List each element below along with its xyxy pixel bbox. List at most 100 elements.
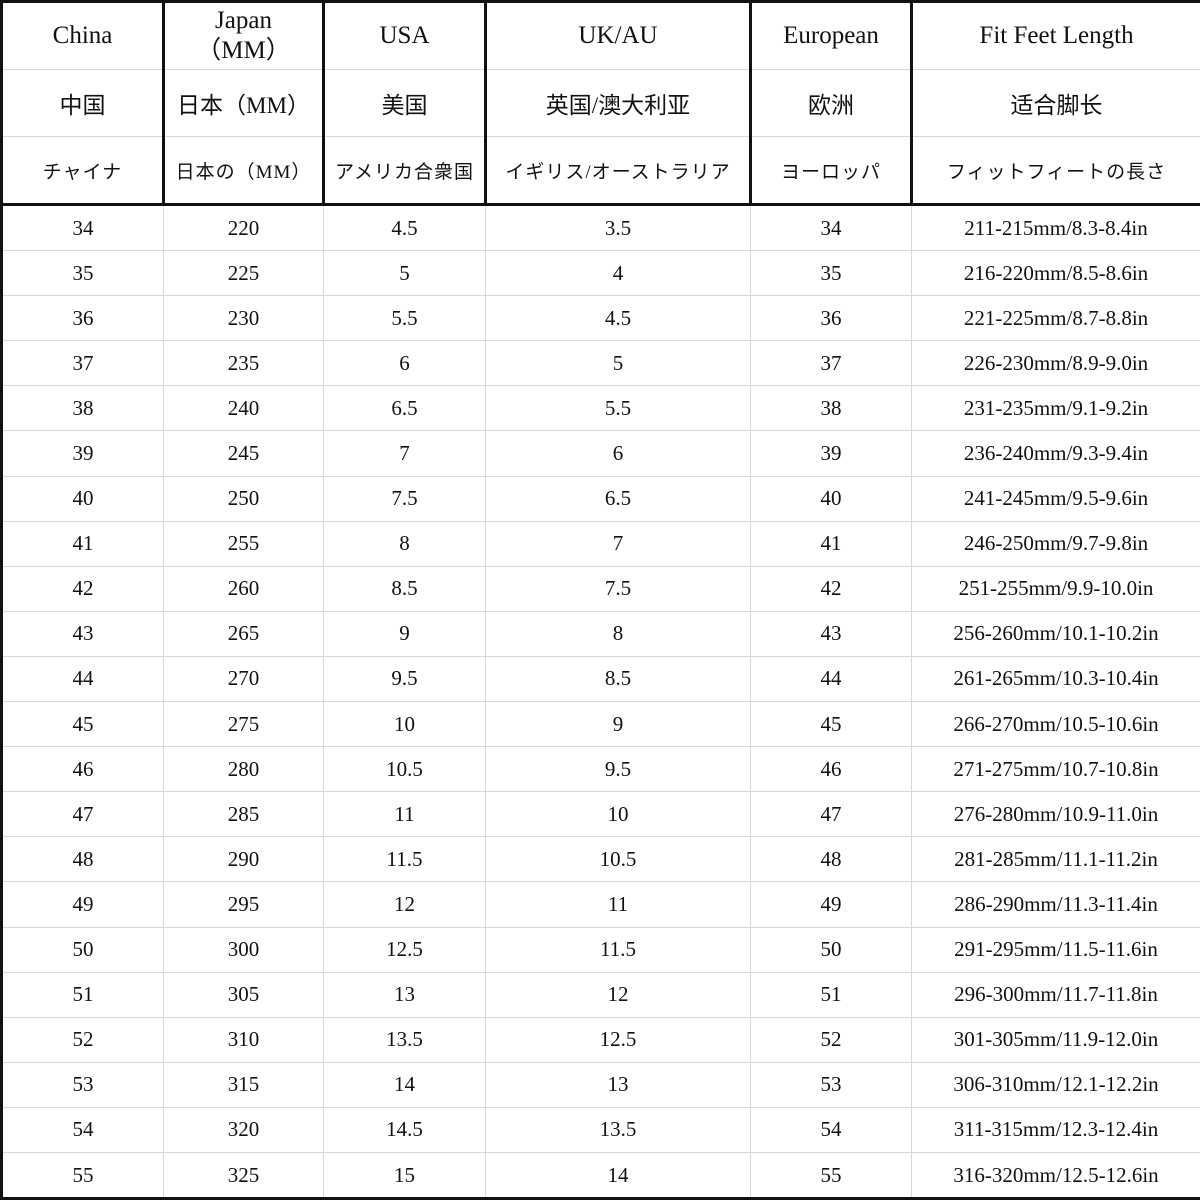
- cell-uk-au: 13: [485, 1061, 751, 1108]
- table-row: 35 225 5 4 35 216-220mm/8.5-8.6in: [0, 250, 1200, 297]
- cell-european: 50: [750, 926, 912, 973]
- cell-usa: 4.5: [323, 203, 486, 252]
- cell-european: 44: [750, 655, 912, 703]
- cell-japan: 260: [163, 565, 324, 612]
- cell-fit-feet-length: 276-280mm/10.9-11.0in: [911, 791, 1200, 838]
- cell-fit-feet-length: 211-215mm/8.3-8.4in: [911, 203, 1200, 252]
- cell-china: 52: [0, 1016, 164, 1063]
- header-row-japanese: チャイナ 日本の（MM） アメリカ合衆国 イギリス/オーストラリア ヨーロッパ フィットフ…: [0, 136, 1200, 206]
- cell-uk-au: 12.5: [485, 1016, 751, 1063]
- cell-japan: 315: [163, 1061, 324, 1108]
- cell-china: 48: [0, 836, 164, 883]
- cell-china: 44: [0, 655, 164, 703]
- header-japan-ja: 日本の（MM）: [162, 136, 325, 206]
- cell-fit-feet-length: 306-310mm/12.1-12.2in: [911, 1061, 1200, 1108]
- cell-usa: 8: [323, 520, 486, 567]
- cell-uk-au: 11.5: [485, 926, 751, 973]
- table-row: 42 260 8.5 7.5 42 251-255mm/9.9-10.0in: [0, 565, 1200, 612]
- cell-usa: 6.5: [323, 385, 486, 432]
- cell-european: 41: [750, 520, 912, 567]
- header-japan-zh: 日本（MM）: [162, 69, 325, 137]
- header-european-en: European: [749, 0, 913, 70]
- cell-uk-au: 3.5: [485, 203, 751, 252]
- table-row: 54 320 14.5 13.5 54 311-315mm/12.3-12.4in: [0, 1106, 1200, 1153]
- cell-usa: 13: [323, 971, 486, 1018]
- cell-japan: 255: [163, 520, 324, 567]
- cell-uk-au: 5: [485, 340, 751, 387]
- cell-fit-feet-length: 216-220mm/8.5-8.6in: [911, 250, 1200, 297]
- cell-european: 34: [750, 203, 912, 252]
- cell-china: 53: [0, 1061, 164, 1108]
- cell-uk-au: 4: [485, 250, 751, 297]
- cell-japan: 280: [163, 746, 324, 793]
- cell-japan: 300: [163, 926, 324, 973]
- cell-fit-feet-length: 221-225mm/8.7-8.8in: [911, 295, 1200, 342]
- cell-european: 36: [750, 295, 912, 342]
- header-row-english: China Japan （MM） USA UK/AU European Fit Feet …: [0, 0, 1200, 70]
- cell-japan: 235: [163, 340, 324, 387]
- cell-china: 55: [0, 1151, 164, 1200]
- cell-european: 51: [750, 971, 912, 1018]
- cell-usa: 13.5: [323, 1016, 486, 1063]
- header-usa-en: USA: [322, 0, 487, 70]
- header-uk-au-ja: イギリス/オーストラリア: [484, 136, 752, 206]
- cell-fit-feet-length: 271-275mm/10.7-10.8in: [911, 746, 1200, 793]
- cell-fit-feet-length: 251-255mm/9.9-10.0in: [911, 565, 1200, 612]
- cell-european: 43: [750, 610, 912, 657]
- header-fit-feet-length-zh: 适合脚长: [910, 69, 1200, 137]
- cell-uk-au: 4.5: [485, 295, 751, 342]
- cell-european: 38: [750, 385, 912, 432]
- cell-usa: 8.5: [323, 565, 486, 612]
- cell-japan: 290: [163, 836, 324, 883]
- table-row: 55 325 15 14 55 316-320mm/12.5-12.6in: [0, 1151, 1200, 1200]
- cell-uk-au: 8.5: [485, 655, 751, 703]
- cell-china: 43: [0, 610, 164, 657]
- cell-china: 42: [0, 565, 164, 612]
- cell-japan: 250: [163, 475, 324, 522]
- cell-uk-au: 11: [485, 881, 751, 928]
- cell-usa: 7: [323, 430, 486, 477]
- cell-fit-feet-length: 256-260mm/10.1-10.2in: [911, 610, 1200, 657]
- cell-european: 39: [750, 430, 912, 477]
- cell-fit-feet-length: 266-270mm/10.5-10.6in: [911, 701, 1200, 748]
- cell-japan: 320: [163, 1106, 324, 1153]
- table-row: 45 275 10 9 45 266-270mm/10.5-10.6in: [0, 701, 1200, 748]
- cell-japan: 295: [163, 881, 324, 928]
- cell-china: 50: [0, 926, 164, 973]
- cell-fit-feet-length: 296-300mm/11.7-11.8in: [911, 971, 1200, 1018]
- table-row: 46 280 10.5 9.5 46 271-275mm/10.7-10.8in: [0, 746, 1200, 793]
- cell-china: 39: [0, 430, 164, 477]
- table-row: 44 270 9.5 8.5 44 261-265mm/10.3-10.4in: [0, 655, 1200, 703]
- cell-china: 40: [0, 475, 164, 522]
- cell-usa: 5: [323, 250, 486, 297]
- cell-usa: 6: [323, 340, 486, 387]
- header-usa-zh: 美国: [322, 69, 487, 137]
- cell-china: 41: [0, 520, 164, 567]
- cell-japan: 310: [163, 1016, 324, 1063]
- cell-japan: 240: [163, 385, 324, 432]
- cell-usa: 9.5: [323, 655, 486, 703]
- cell-fit-feet-length: 246-250mm/9.7-9.8in: [911, 520, 1200, 567]
- cell-fit-feet-length: 281-285mm/11.1-11.2in: [911, 836, 1200, 883]
- table-row: 40 250 7.5 6.5 40 241-245mm/9.5-9.6in: [0, 475, 1200, 522]
- cell-european: 54: [750, 1106, 912, 1153]
- cell-usa: 5.5: [323, 295, 486, 342]
- cell-fit-feet-length: 226-230mm/8.9-9.0in: [911, 340, 1200, 387]
- table-row: 37 235 6 5 37 226-230mm/8.9-9.0in: [0, 340, 1200, 387]
- cell-usa: 11.5: [323, 836, 486, 883]
- cell-usa: 11: [323, 791, 486, 838]
- header-china-ja: チャイナ: [0, 136, 165, 206]
- header-european-ja: ヨーロッパ: [749, 136, 913, 206]
- cell-china: 34: [0, 203, 164, 252]
- cell-china: 35: [0, 250, 164, 297]
- cell-japan: 230: [163, 295, 324, 342]
- cell-japan: 220: [163, 203, 324, 252]
- table-row: 50 300 12.5 11.5 50 291-295mm/11.5-11.6in: [0, 926, 1200, 973]
- cell-china: 36: [0, 295, 164, 342]
- table-row: 52 310 13.5 12.5 52 301-305mm/11.9-12.0in: [0, 1016, 1200, 1063]
- cell-uk-au: 9.5: [485, 746, 751, 793]
- cell-usa: 14: [323, 1061, 486, 1108]
- cell-usa: 9: [323, 610, 486, 657]
- cell-china: 38: [0, 385, 164, 432]
- table-row: 34 220 4.5 3.5 34 211-215mm/8.3-8.4in: [0, 203, 1200, 252]
